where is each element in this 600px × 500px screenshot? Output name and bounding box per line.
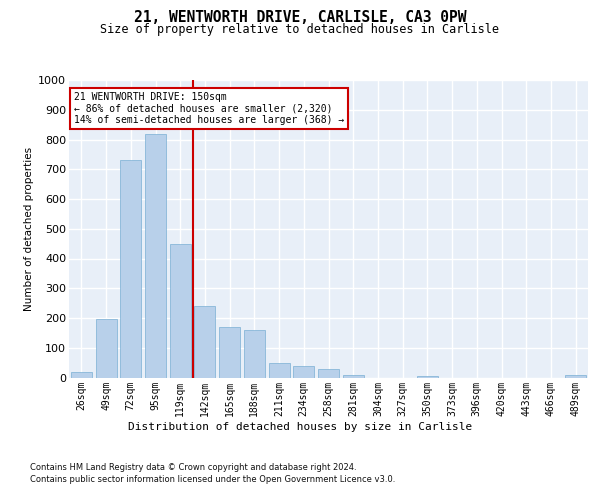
Bar xyxy=(95,320,116,378)
Bar xyxy=(71,372,92,378)
Text: Distribution of detached houses by size in Carlisle: Distribution of detached houses by size … xyxy=(128,422,472,432)
Bar xyxy=(219,327,240,378)
Text: Contains HM Land Registry data © Crown copyright and database right 2024.: Contains HM Land Registry data © Crown c… xyxy=(30,462,356,471)
Bar xyxy=(343,374,364,378)
Text: 21, WENTWORTH DRIVE, CARLISLE, CA3 0PW: 21, WENTWORTH DRIVE, CARLISLE, CA3 0PW xyxy=(134,10,466,25)
Text: Contains public sector information licensed under the Open Government Licence v3: Contains public sector information licen… xyxy=(30,475,395,484)
Bar xyxy=(417,376,438,378)
Bar xyxy=(565,374,586,378)
Text: Size of property relative to detached houses in Carlisle: Size of property relative to detached ho… xyxy=(101,22,499,36)
Bar xyxy=(244,330,265,378)
Bar xyxy=(318,368,339,378)
Bar xyxy=(120,160,141,378)
Bar xyxy=(194,306,215,378)
Y-axis label: Number of detached properties: Number of detached properties xyxy=(24,146,34,311)
Bar xyxy=(293,366,314,378)
Bar xyxy=(170,244,191,378)
Bar xyxy=(269,362,290,378)
Bar xyxy=(145,134,166,378)
Text: 21 WENTWORTH DRIVE: 150sqm
← 86% of detached houses are smaller (2,320)
14% of s: 21 WENTWORTH DRIVE: 150sqm ← 86% of deta… xyxy=(74,92,344,125)
